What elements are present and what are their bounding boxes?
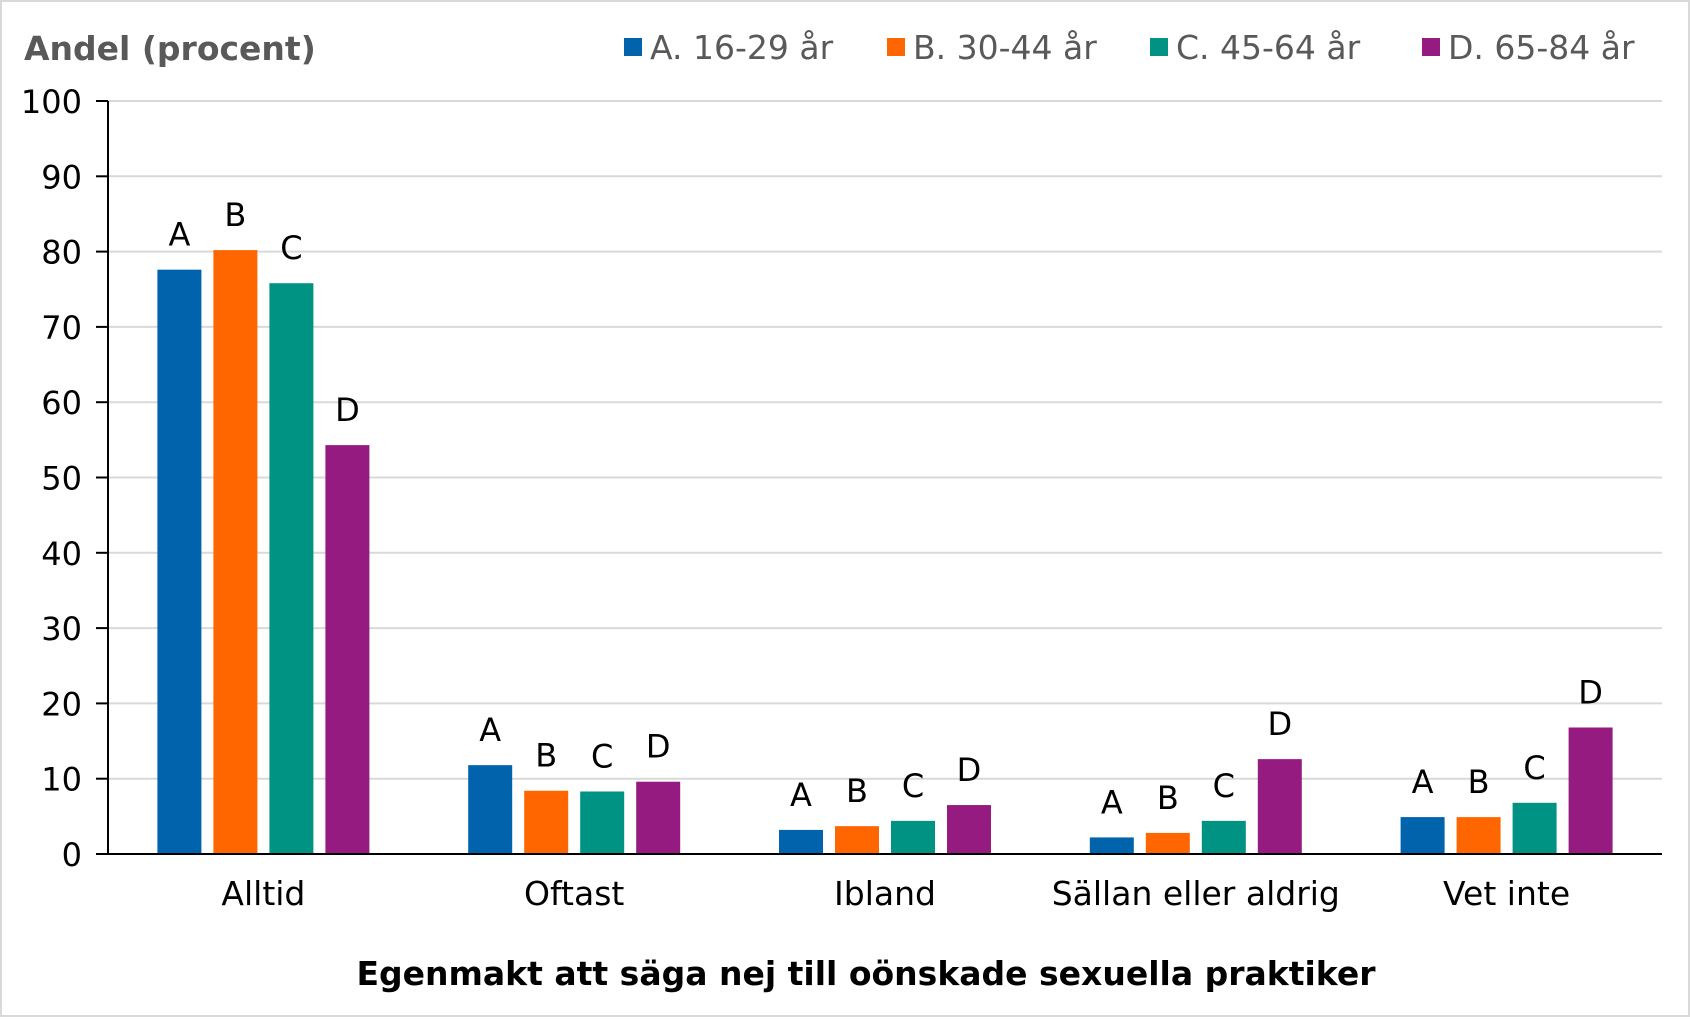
bar xyxy=(1201,820,1246,854)
bar xyxy=(1400,817,1445,854)
y-tick-label: 70 xyxy=(41,309,82,347)
y-tick-label: 60 xyxy=(41,384,82,422)
bar-label: A xyxy=(168,216,190,254)
legend-label: B. 30-44 år xyxy=(913,28,1097,67)
bar xyxy=(1089,837,1134,854)
bar xyxy=(213,250,258,854)
bar-label: B xyxy=(224,196,246,234)
bar xyxy=(1145,832,1190,854)
bar xyxy=(947,805,991,854)
y-tick-label: 40 xyxy=(41,535,82,573)
bar xyxy=(524,790,569,854)
bar-label: A xyxy=(479,711,501,749)
bar-label: B xyxy=(535,737,557,775)
x-tick-label: Alltid xyxy=(221,874,305,913)
bar xyxy=(779,829,823,854)
bar xyxy=(468,765,513,854)
y-tick-label: 100 xyxy=(21,83,82,121)
bar-label: D xyxy=(1578,673,1603,711)
bar xyxy=(1456,817,1501,854)
legend-label: A. 16-29 år xyxy=(650,28,834,67)
bar-label: C xyxy=(280,229,302,267)
y-tick-label: 0 xyxy=(62,836,82,874)
bars xyxy=(157,250,1613,854)
y-tick-label: 80 xyxy=(41,234,82,272)
legend-swatch xyxy=(1422,38,1440,56)
legend: A. 16-29 år B. 30-44 år C. 45-64 år D. 65-8… xyxy=(624,28,1635,67)
bar-label: B xyxy=(846,772,868,810)
axes xyxy=(96,100,1662,855)
y-tick-label: 90 xyxy=(41,158,82,196)
bar xyxy=(891,820,935,854)
y-tick-label: 20 xyxy=(41,685,82,723)
y-tick-labels: 0 10 20 30 40 50 60 70 80 90 100 xyxy=(21,83,82,874)
bar xyxy=(269,283,314,854)
bar-label: A xyxy=(1412,763,1434,801)
bar xyxy=(1257,759,1302,854)
bar-label: D xyxy=(646,728,671,766)
y-tick-label: 50 xyxy=(41,460,82,498)
x-tick-label: Vet inte xyxy=(1443,874,1570,913)
legend-swatch xyxy=(624,38,642,56)
bar xyxy=(580,791,625,854)
bar-label: A xyxy=(790,776,812,814)
y-tick-label: 30 xyxy=(41,610,82,648)
legend-swatch xyxy=(887,38,905,56)
x-axis-title: Egenmakt att säga nej till oönskade sexu… xyxy=(356,954,1376,993)
y-axis-title: Andel (procent) xyxy=(24,29,316,68)
legend-label: D. 65-84 år xyxy=(1448,28,1635,67)
bar-label: C xyxy=(591,738,613,776)
legend-label: C. 45-64 år xyxy=(1176,28,1361,67)
bar xyxy=(1512,802,1557,854)
y-tick-label: 10 xyxy=(41,761,82,799)
x-tick-label: Ibland xyxy=(834,874,936,913)
bar xyxy=(636,781,681,854)
bar xyxy=(1568,727,1613,854)
x-tick-label: Sällan eller aldrig xyxy=(1052,874,1340,913)
bar-label: B xyxy=(1157,779,1179,817)
bar-label: D xyxy=(957,751,982,789)
bar-label: B xyxy=(1468,763,1490,801)
bar xyxy=(325,445,370,854)
bar-label: C xyxy=(902,767,924,805)
bar-label: D xyxy=(335,391,360,429)
bar-label: C xyxy=(1213,767,1235,805)
legend-swatch xyxy=(1150,38,1168,56)
bar-label: D xyxy=(1267,705,1292,743)
x-tick-label: Oftast xyxy=(524,874,624,913)
bar xyxy=(835,826,879,854)
x-tick-labels: Alltid Oftast Ibland Sällan eller aldrig Vet… xyxy=(221,874,1570,913)
bar-label: C xyxy=(1523,749,1545,787)
bar xyxy=(157,269,202,854)
bar-label: A xyxy=(1101,783,1123,821)
